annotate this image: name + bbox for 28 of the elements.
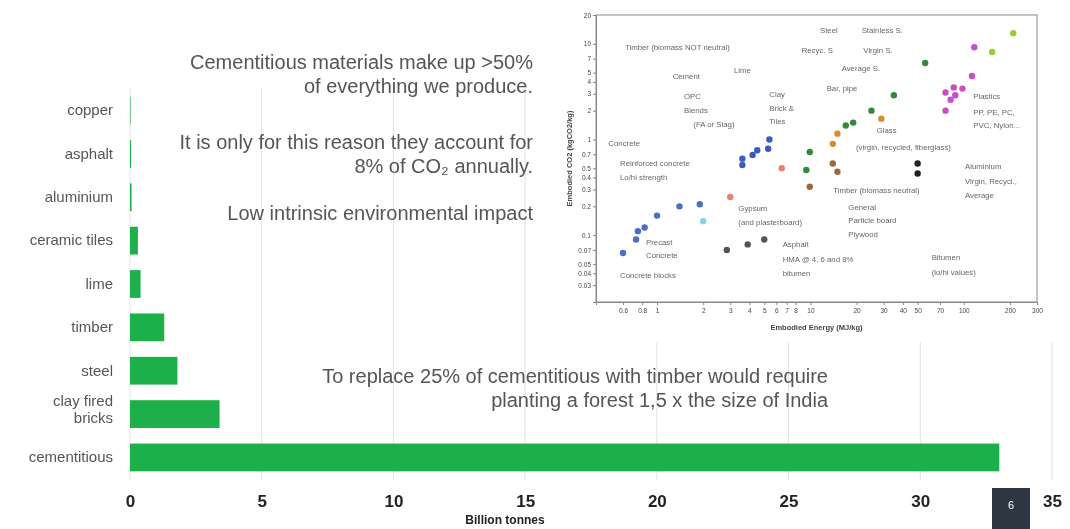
x-tick-label: 30 [911, 492, 931, 512]
annotation: Low intrinsic environmental impact [226, 201, 533, 225]
y-tick-label: cementitious [28, 448, 113, 466]
y-tick-label: aluminium [44, 188, 113, 206]
x-axis-title: Billion tonnes [465, 513, 545, 527]
annotation: Cementitious materials make up >50% of everything we produce. [189, 50, 533, 98]
x-tick-label: 15 [516, 492, 536, 512]
bar [130, 270, 141, 298]
y-tick-label: copper [67, 101, 113, 119]
y-tick-label: timber [71, 318, 113, 336]
y-tick-label: asphalt [64, 144, 114, 162]
bar [130, 443, 1000, 472]
y-tick-label: clay fired bricks [52, 391, 113, 427]
annotation: It is only for this reason they account for 8% of CO₂ annually. [178, 130, 533, 178]
bar [130, 313, 165, 342]
x-tick-label: 5 [257, 492, 267, 512]
bar [130, 356, 178, 385]
x-tick-label: 35 [1043, 492, 1062, 512]
x-tick-label: 20 [647, 492, 667, 512]
x-tick-label: 10 [384, 492, 404, 512]
bar [130, 226, 138, 255]
x-tick-label: 0 [125, 492, 136, 512]
x-tick-label: 25 [779, 492, 799, 512]
y-tick-label: steel [81, 361, 113, 379]
annotation: To replace 25% of cementitious with timber would require planting a forest 1,5 x the size of India [321, 364, 828, 412]
y-tick-label: ceramic tiles [29, 231, 113, 249]
y-tick-label: lime [85, 274, 113, 292]
bar [130, 400, 220, 428]
